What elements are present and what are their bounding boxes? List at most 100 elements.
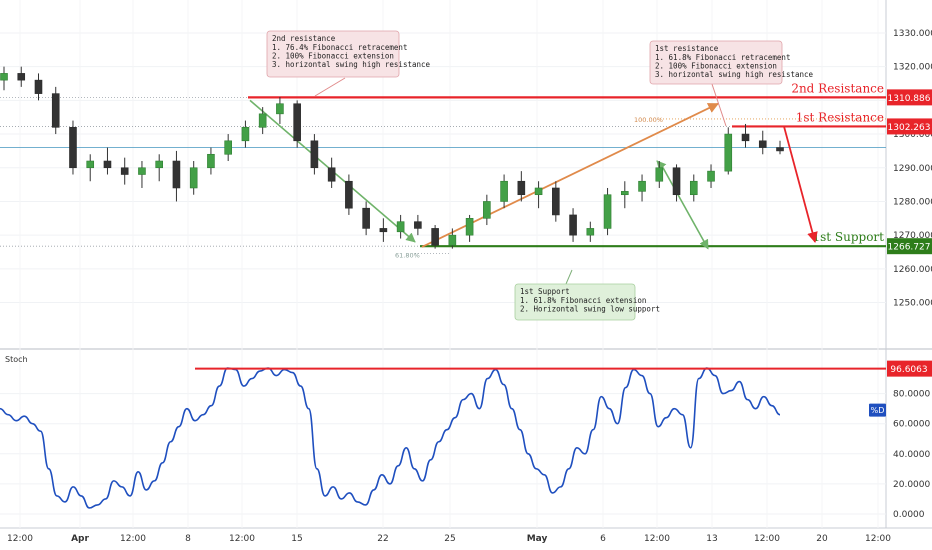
candle-body (224, 140, 232, 155)
candle-body (586, 228, 595, 236)
candle-body (189, 167, 198, 189)
time-tick-label: 15 (291, 534, 302, 544)
candle-body (724, 133, 733, 172)
fib-618-label: 61.80% (395, 252, 420, 260)
level-price-badge (887, 118, 932, 135)
stoch-tick-label: 40.0000 (893, 450, 930, 460)
candle-body (207, 153, 215, 169)
time-tick-label: 12:00 (865, 534, 891, 544)
candle-body (776, 147, 784, 152)
level-price-badge (887, 89, 932, 106)
candle-body (638, 180, 646, 192)
candle-body (0, 73, 8, 81)
candle-body (707, 170, 715, 182)
candle-body (345, 180, 353, 209)
candle-body (86, 160, 95, 169)
price-tick-label: 1250.000 (893, 299, 932, 309)
first-support-note-box (514, 283, 636, 321)
price-tick-label: 1330.000 (893, 29, 932, 39)
candle-body (465, 218, 474, 236)
time-tick-label: 6 (600, 534, 606, 544)
candle-body (672, 167, 681, 196)
note-pointer-2nd (314, 77, 346, 97)
stoch-tick-label: 0.0000 (893, 510, 925, 520)
candle-body (414, 221, 422, 229)
time-tick-label: 12:00 (7, 534, 33, 544)
fib-100-label: 100.00% (634, 116, 663, 124)
stoch-d-line (0, 367, 781, 509)
second-resistance-note-line: 1. 76.4% Fibonacci retracement (272, 43, 407, 52)
first-resistance-note-box (649, 40, 783, 85)
candle-body (51, 93, 60, 128)
time-tick-label: 22 (377, 534, 388, 544)
price-tick-label: 1260.000 (893, 265, 932, 275)
candle-body (17, 73, 26, 81)
time-tick-label: Apr (71, 534, 89, 544)
candle-body (69, 127, 77, 169)
stoch-tick-label: 60.0000 (893, 420, 930, 430)
level-price-text: 1266.727 (888, 243, 931, 253)
time-tick-label: 12:00 (754, 534, 780, 544)
first-support-note-title: 1st Support (520, 287, 570, 296)
candle-body (241, 127, 250, 142)
candle-body (620, 191, 629, 196)
candle-body (327, 167, 336, 182)
stoch-d-badge (869, 403, 886, 417)
candle-body (603, 194, 612, 229)
level-price-badge (887, 238, 932, 255)
candle-body (120, 167, 129, 175)
candle-body (258, 113, 267, 128)
candle-body (689, 180, 698, 196)
time-tick-label: 12:00 (120, 534, 146, 544)
time-tick-label: May (527, 534, 548, 544)
price-tick-label: 1320.000 (893, 63, 932, 73)
candle-body (448, 234, 457, 246)
time-tick-label: 25 (444, 534, 455, 544)
candle-body (552, 187, 560, 216)
candle-body (431, 228, 439, 246)
candle-body (379, 228, 388, 233)
candle-body (396, 221, 405, 233)
candle-body (500, 180, 508, 202)
first-resistance-note-line: 1. 61.8% Fibonacci retracement (655, 53, 790, 62)
note-pointer-support (565, 269, 573, 285)
first-resistance-note-line: 3. horizontal swing high resistance (655, 70, 814, 79)
level-price-text: 1302.263 (888, 123, 931, 133)
level-name: 1st Support (812, 230, 884, 244)
green-swing-arrow-tip (656, 160, 667, 171)
stoch-level-text: 96.6063 (890, 365, 927, 375)
stoch-d-badge-text: %D (871, 406, 885, 415)
level-price-text: 1310.886 (888, 94, 931, 104)
first-resistance-note-line: 2. 100% Fibonacci extension (655, 62, 777, 71)
candle-body (138, 167, 146, 175)
first-support-note-line: 1. 61.8% Fibonacci extension (520, 296, 646, 305)
candle-body (569, 214, 577, 236)
second-resistance-note-line: 2. 100% Fibonacci extension (272, 52, 394, 61)
candle-body (103, 160, 112, 169)
price-tick-label: 1270.000 (893, 231, 932, 241)
candle-body (655, 167, 664, 182)
candle-body (362, 207, 370, 229)
candle-body (758, 140, 767, 148)
time-tick-label: 13 (706, 534, 717, 544)
candle-body (155, 160, 163, 169)
candle-body (172, 160, 181, 189)
level-name: 2nd Resistance (791, 81, 884, 95)
level-name: 1st Resistance (796, 110, 884, 124)
second-resistance-note-line: 3. horizontal swing high resistance (272, 60, 431, 69)
note-pointer-1st (711, 83, 727, 127)
candle-body (534, 187, 543, 196)
price-tick-label: 1280.000 (893, 197, 932, 207)
candle-body (483, 201, 491, 219)
first-support-note-line: 2. Horizontal swing low support (520, 305, 660, 314)
stoch-level-badge (887, 360, 932, 377)
time-tick-label: 20 (816, 534, 828, 544)
candle-body (310, 140, 319, 169)
candle-body (517, 180, 526, 196)
candle-body (34, 79, 43, 94)
stoch-tick-label: 80.0000 (893, 390, 930, 400)
candle-body (741, 133, 750, 142)
candle-body (276, 103, 284, 115)
price-tick-label: 1300.000 (893, 130, 932, 140)
